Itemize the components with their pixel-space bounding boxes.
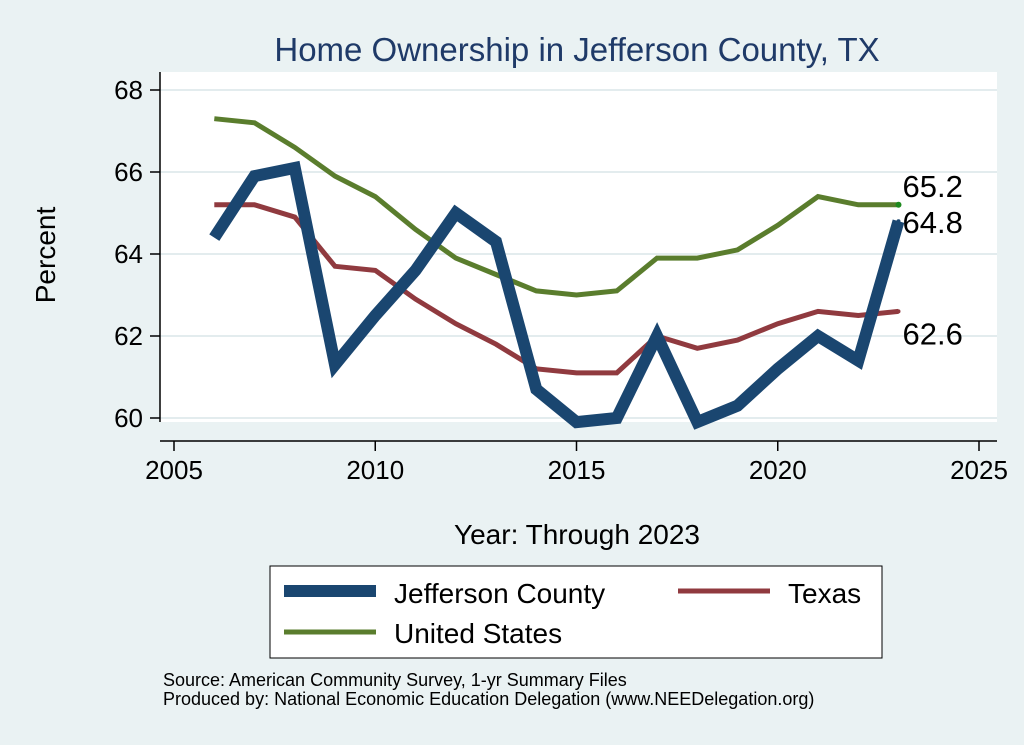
series-line-us bbox=[214, 116, 899, 298]
source-line: Source: American Community Survey, 1-yr … bbox=[163, 670, 627, 690]
end-point-texas bbox=[896, 309, 901, 314]
end-labels: 64.8 62.6 65.2 bbox=[903, 169, 963, 352]
end-point-us bbox=[895, 201, 902, 208]
x-tick-label: 2025 bbox=[950, 455, 1008, 485]
end-label-us: 65.2 bbox=[903, 169, 963, 204]
legend-label-jefferson: Jefferson County bbox=[394, 578, 605, 609]
legend-item-jefferson: Jefferson County bbox=[284, 578, 605, 609]
y-tick-label: 68 bbox=[114, 75, 143, 105]
legend-item-texas: Texas bbox=[678, 578, 861, 609]
legend-label-texas: Texas bbox=[788, 578, 861, 609]
y-tick-label: 64 bbox=[114, 239, 143, 269]
x-tick-label: 2005 bbox=[145, 455, 203, 485]
plot-area bbox=[160, 72, 997, 422]
y-tick-label: 60 bbox=[114, 403, 143, 433]
series-lines bbox=[209, 116, 905, 430]
x-tick-label: 2015 bbox=[548, 455, 606, 485]
produced-by-line: Produced by: National Economic Education… bbox=[163, 689, 815, 709]
legend: Jefferson County Texas United States bbox=[269, 565, 883, 659]
source-note: Source: American Community Survey, 1-yr … bbox=[163, 671, 814, 709]
x-tick-label: 2010 bbox=[346, 455, 404, 485]
legend-item-us: United States bbox=[284, 618, 562, 649]
chart-title: Home Ownership in Jefferson County, TX bbox=[274, 31, 879, 68]
end-label-jefferson: 64.8 bbox=[903, 205, 963, 240]
y-tick-label: 62 bbox=[114, 321, 143, 351]
y-axis-title: Percent bbox=[30, 207, 61, 304]
y-axis-ticks: 60 62 64 66 68 bbox=[114, 75, 160, 433]
end-point-jefferson bbox=[896, 219, 901, 224]
x-axis-title: Year: Through 2023 bbox=[454, 519, 700, 550]
x-tick-label: 2020 bbox=[749, 455, 807, 485]
x-axis-ticks: 2005 2010 2015 2020 2025 bbox=[145, 441, 1008, 485]
end-label-texas: 62.6 bbox=[903, 316, 963, 351]
series-line-texas bbox=[214, 202, 899, 376]
legend-label-us: United States bbox=[394, 618, 562, 649]
y-tick-label: 66 bbox=[114, 157, 143, 187]
series-line-jefferson bbox=[209, 160, 905, 430]
legend-box bbox=[269, 565, 883, 659]
